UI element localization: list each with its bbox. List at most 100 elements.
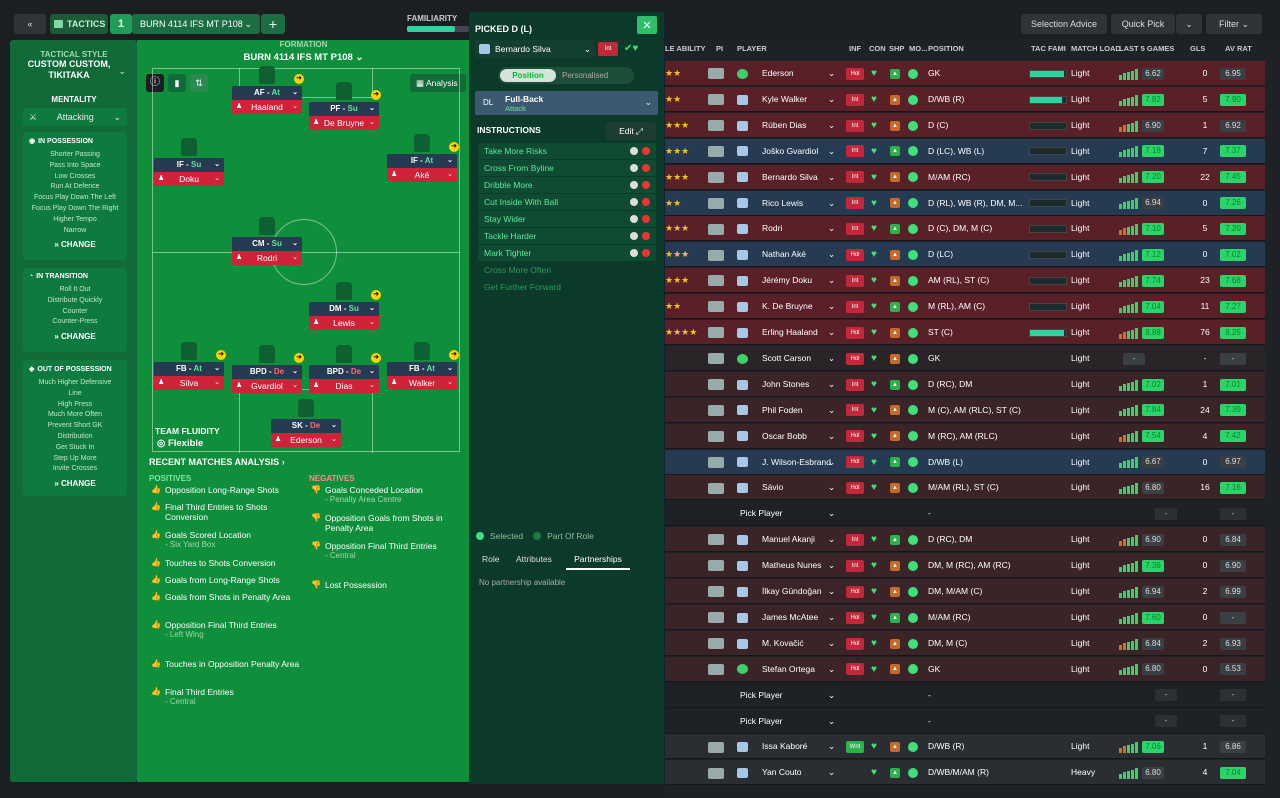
chevron-down-icon[interactable]: ⌄ (828, 378, 836, 389)
player-cell[interactable]: Stefan Ortega (737, 657, 847, 682)
player-cell[interactable]: Sávio (737, 475, 847, 500)
pi-icon[interactable] (708, 553, 728, 578)
table-row[interactable]: ★★ Kyle Walker ⌄ Int ♥ ▲ D/WB (R) Light 7.82 5 7.9… (665, 86, 1265, 112)
chevron-down-icon[interactable]: ⌄ (828, 456, 836, 467)
pi-icon[interactable] (708, 242, 728, 267)
table-row[interactable]: James McAtee ⌄ Hol ♥ ▲ M/AM (RC) Light 7.60 0 - (665, 604, 1265, 630)
player-card[interactable]: AF - At ⌄ ♟ Haaland ⌄ (232, 86, 302, 114)
position-toggle[interactable]: Position Personalised (498, 67, 634, 84)
instruction-item[interactable]: Cut Inside With Ball (478, 194, 656, 210)
table-row[interactable]: Oscar Bobb ⌄ Hol ♥ ▲ M (RC), AM (RLC) Light 7.5… (665, 423, 1265, 449)
tab-attributes[interactable]: Attributes (516, 554, 552, 564)
table-row[interactable]: ★★★★ Erling Haaland ⌄ Hol ♥ ▲ ST (C) Light 8.88 7… (665, 320, 1265, 345)
table-row[interactable]: ★★★ Joško Gvardiol ⌄ Int ♥ ▲ D (LC), WB (L) Lig… (665, 138, 1265, 164)
table-row[interactable]: ★★★ Rodri ⌄ Int ♥ ▲ D (C), DM, M (C) Light 7.10 5… (665, 216, 1265, 242)
table-row[interactable]: J. Wilson-Esbrand ⌄ Hol ♥ ▲ D/WB (L) Light 6.67… (665, 449, 1265, 475)
pi-icon[interactable] (708, 734, 728, 759)
in-possession-box[interactable]: ◉ IN POSSESSION Shorter Passing Pass Into … (23, 132, 127, 260)
player-card[interactable]: IF - Su ⌄ ♟ Doku ⌄ (154, 158, 224, 186)
table-row[interactable]: ★★★ Jérémy Doku ⌄ Int ♥ ▲ AM (RL), ST (C) Light… (665, 268, 1265, 294)
table-row[interactable]: Manuel Akanji ⌄ Int ♥ ▲ D (RC), DM Light 6.90 0 6… (665, 527, 1265, 553)
player-card[interactable]: SK - De ⌄ ♟ Ederson ⌄ (271, 419, 341, 447)
table-row[interactable]: Matheus Nunes ⌄ Int ♥ ▲ DM, M (RC), AM (RC) Li… (665, 553, 1265, 579)
pi-icon[interactable] (708, 113, 728, 138)
gear-icon[interactable] (630, 181, 638, 189)
chevron-down-icon[interactable]: ⌄ (828, 637, 836, 648)
chevron-down-icon[interactable]: ⌄ (828, 741, 836, 752)
player-card[interactable]: IF - At ⌄ ♟ Aké ⌄ (387, 154, 457, 182)
column-header[interactable]: AV RAT (1225, 44, 1252, 53)
quick-pick-button[interactable]: Quick Pick (1111, 14, 1175, 34)
pi-icon[interactable] (708, 605, 728, 630)
remove-icon[interactable] (642, 215, 650, 223)
pi-icon[interactable] (708, 372, 728, 397)
player-card[interactable]: PF - Su ⌄ ♟ De Bruyne ⌄ (309, 102, 379, 130)
pick-player-select[interactable]: Pick Player (740, 689, 783, 700)
table-row[interactable]: Stefan Ortega ⌄ Hol ♥ ▲ GK Light 6.80 0 6.53 (665, 656, 1265, 682)
table-row[interactable]: Sávio ⌄ Hol ♥ ▲ M/AM (RL), ST (C) Light 6.80 16 7… (665, 475, 1265, 501)
table-row[interactable]: Phil Foden ⌄ Int ♥ ▲ M (C), AM (RLC), ST (C) L… (665, 397, 1265, 423)
pi-icon[interactable] (708, 527, 728, 552)
chevron-down-icon[interactable]: ⌄ (828, 560, 836, 571)
pi-icon[interactable] (708, 450, 728, 475)
table-row[interactable]: Scott Carson ⌄ Hol ♥ ▲ GK Light - - - (665, 345, 1265, 371)
table-row[interactable]: Pick Player ⌄ - - - (665, 708, 1265, 734)
gear-icon[interactable] (630, 249, 638, 257)
mentality-select[interactable]: ⚔ Attacking ⌄ (23, 108, 127, 126)
pi-icon[interactable] (708, 320, 728, 345)
table-row[interactable]: ★★★ Bernardo Silva ⌄ Int ♥ ▲ M/AM (RC) Light 7.2… (665, 164, 1265, 190)
stats-icon[interactable]: ▮ (168, 74, 186, 92)
gear-icon[interactable] (630, 198, 638, 206)
column-header[interactable]: LAST 5 GAMES (1119, 44, 1175, 53)
player-cell[interactable]: J. Wilson-Esbrand (737, 450, 847, 475)
gear-icon[interactable] (630, 215, 638, 223)
chevron-down-icon[interactable]: ⌄ (828, 223, 836, 234)
instruction-item[interactable]: Tackle Harder (478, 228, 656, 244)
quick-pick-dropdown[interactable]: ⌄ (1176, 14, 1202, 34)
chevron-down-icon[interactable]: ⌄ (828, 482, 836, 493)
instruction-item[interactable]: Cross From Byline (478, 160, 656, 176)
out-of-possession-box[interactable]: ◈ OUT OF POSSESSION Much Higher Defensive… (23, 360, 127, 496)
player-cell[interactable]: Phil Foden (737, 398, 847, 423)
pi-icon[interactable] (708, 268, 728, 293)
chevron-down-icon[interactable]: ⌄ (828, 534, 836, 545)
chevron-down-icon[interactable]: ⌄ (828, 145, 836, 156)
recent-matches-analysis-link[interactable]: RECENT MATCHES ANALYSIS › (149, 457, 285, 467)
chevron-down-icon[interactable]: ⌄ (828, 93, 836, 104)
pick-player-select[interactable]: Pick Player (740, 715, 783, 726)
instruction-item[interactable]: Mark Tighter (478, 245, 656, 261)
chevron-down-icon[interactable]: ⌄ (828, 249, 836, 260)
tactical-style-block[interactable]: TACTICAL STYLE CUSTOM CUSTOM, TIKITAKA ⌄ (14, 50, 134, 81)
selection-advice-button[interactable]: Selection Advice (1021, 14, 1107, 34)
player-cell[interactable]: Kyle Walker (737, 87, 847, 112)
pi-icon[interactable] (708, 294, 728, 319)
player-cell[interactable]: Oscar Bobb (737, 424, 847, 449)
chevron-down-icon[interactable]: ⌄ (828, 68, 836, 78)
player-cell[interactable]: Ederson (737, 61, 847, 86)
player-cell[interactable]: Issa Kaboré (737, 734, 847, 759)
table-row[interactable]: M. Kovačić ⌄ Hol ♥ ▲ DM, M (C) Light 6.84 2 6.93 (665, 630, 1265, 656)
instruction-item[interactable]: Dribble More (478, 177, 656, 193)
chevron-down-icon[interactable]: ⌄ (828, 171, 836, 182)
table-row[interactable]: Pick Player ⌄ - - - (665, 682, 1265, 708)
pi-icon[interactable] (708, 61, 728, 86)
column-header[interactable]: LE ABILITY (665, 44, 706, 53)
remove-icon[interactable] (642, 232, 650, 240)
swap-icon[interactable]: ⇅ (190, 74, 208, 92)
gear-icon[interactable] (630, 232, 638, 240)
table-row[interactable]: Yan Couto ⌄ ♥ ▲ D/WB/M/AM (R) Heavy 6.80 4 7.04 (665, 760, 1265, 786)
column-header[interactable]: MO... (909, 44, 928, 53)
table-row[interactable]: Pick Player ⌄ - - - (665, 501, 1265, 527)
column-header[interactable]: PI (716, 44, 724, 53)
column-header[interactable]: SHP (889, 44, 905, 53)
in-transition-box[interactable]: ◔ IN TRANSITION Roll It Out Distribute Qui… (23, 268, 127, 352)
chevron-down-icon[interactable]: ⌄ (828, 197, 836, 208)
chevron-down-icon[interactable]: ⌄ (828, 663, 836, 674)
close-icon[interactable]: ✕ (637, 16, 657, 34)
player-cell[interactable]: Joško Gvardiol (737, 139, 847, 164)
gear-icon[interactable] (630, 164, 638, 172)
player-card[interactable]: BPD - De ⌄ ♟ Dias ⌄ (309, 365, 379, 393)
info-icon[interactable]: ⓘ (146, 74, 164, 92)
player-card[interactable]: CM - Su ⌄ ♟ Rodri ⌄ (232, 237, 302, 265)
tab-partnerships[interactable]: Partnerships (566, 554, 630, 570)
